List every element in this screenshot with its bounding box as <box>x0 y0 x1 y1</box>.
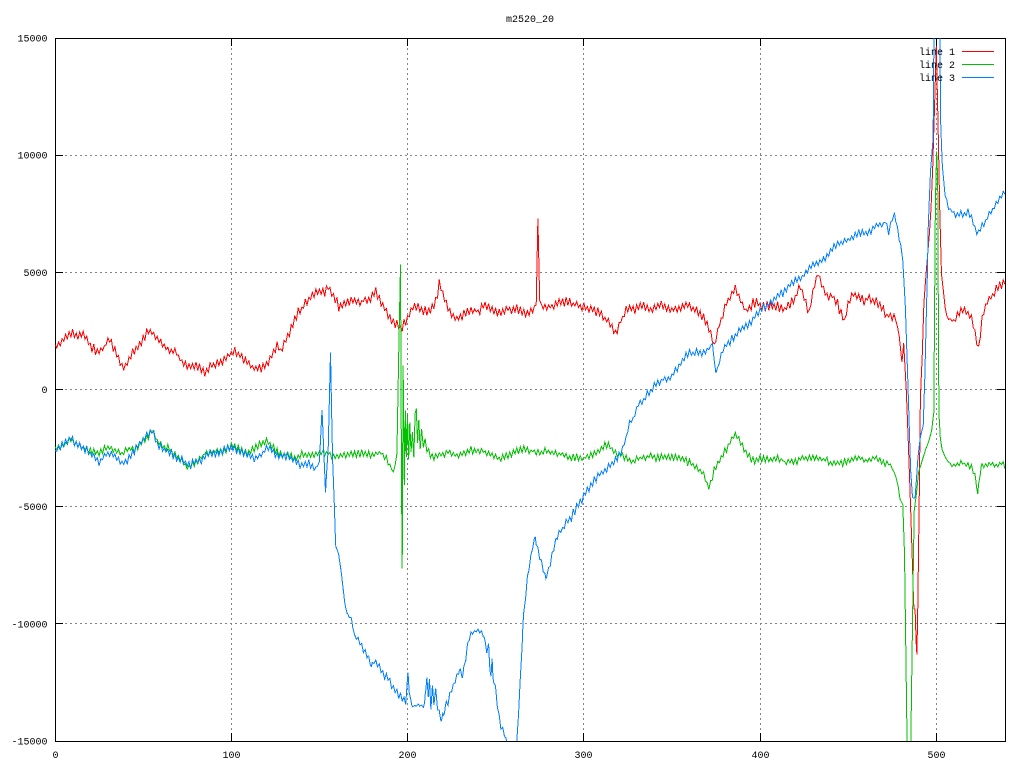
svg-text:5000: 5000 <box>23 269 47 280</box>
svg-text:100: 100 <box>222 751 240 762</box>
svg-text:m2520_20: m2520_20 <box>506 15 554 26</box>
svg-text:200: 200 <box>398 751 416 762</box>
svg-text:300: 300 <box>574 751 592 762</box>
svg-text:400: 400 <box>751 751 769 762</box>
svg-text:0: 0 <box>52 751 58 762</box>
svg-text:line 2: line 2 <box>919 60 955 72</box>
svg-text:line 1: line 1 <box>919 47 955 59</box>
svg-text:0: 0 <box>41 386 47 397</box>
svg-text:line 3: line 3 <box>919 73 955 85</box>
svg-text:15000: 15000 <box>17 35 47 46</box>
svg-text:10000: 10000 <box>17 152 47 163</box>
svg-text:-5000: -5000 <box>17 503 47 514</box>
svg-text:-10000: -10000 <box>11 620 47 631</box>
svg-text:500: 500 <box>927 751 945 762</box>
svg-text:-15000: -15000 <box>11 738 47 749</box>
